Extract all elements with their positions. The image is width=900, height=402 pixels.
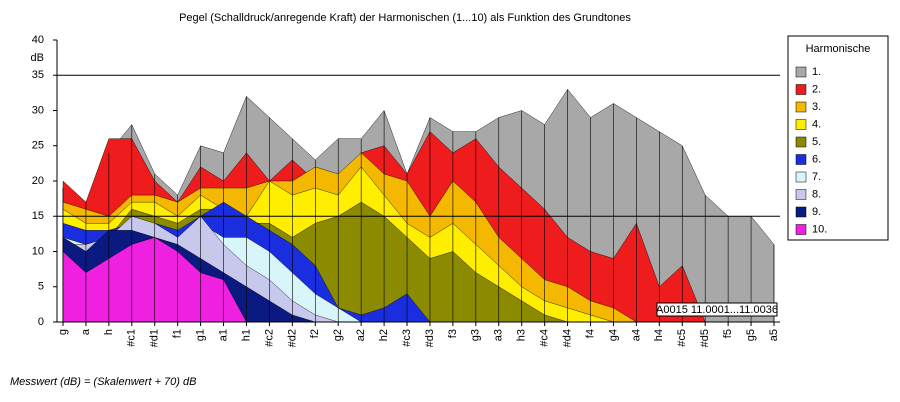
legend-label: 9.	[812, 206, 821, 218]
x-tick-label: #c3	[401, 329, 413, 347]
x-tick-label: #d4	[561, 329, 573, 347]
x-tick-label: h4	[653, 329, 665, 341]
legend-label: 10.	[812, 223, 827, 235]
x-tick-label: g1	[195, 329, 207, 341]
legend-label: 6.	[812, 153, 821, 165]
x-tick-label: a4	[630, 329, 642, 341]
y-tick-label: 25	[32, 140, 44, 152]
legend-title: Harmonische	[806, 43, 871, 55]
x-tick-label: #d5	[699, 329, 711, 347]
x-tick-label: g4	[607, 329, 619, 341]
y-tick-label: 0	[38, 316, 44, 328]
x-tick-label: #d1	[149, 329, 161, 347]
y-unit: dB	[31, 52, 44, 64]
legend-label: 5.	[812, 136, 821, 148]
x-tick-label: #d3	[424, 329, 436, 347]
legend-swatch	[795, 154, 807, 165]
x-tick-label: g2	[332, 329, 344, 341]
x-tick-label: g5	[745, 329, 757, 341]
x-tick-label: f5	[722, 329, 734, 338]
x-tick-label: f3	[447, 329, 459, 338]
x-tick-label: h	[103, 329, 115, 335]
x-tick-label: h1	[240, 329, 252, 341]
footnote: Messwert (dB) = (Skalenwert + 70) dB	[10, 376, 196, 388]
x-tick-label: g	[57, 329, 69, 335]
annotation-box	[656, 302, 778, 317]
y-tick-label: 40	[32, 34, 44, 46]
legend-swatch	[795, 224, 807, 235]
x-tick-label: h3	[516, 329, 528, 341]
legend-swatch	[795, 206, 807, 218]
x-tick-label: a3	[493, 329, 505, 341]
x-tick-label: #d2	[286, 329, 298, 347]
x-tick-label: a1	[217, 329, 229, 341]
x-tick-label: a2	[355, 329, 367, 341]
legend-label: 1.	[812, 66, 821, 78]
legend-label: 4.	[812, 118, 821, 130]
y-tick-label: 15	[32, 210, 44, 222]
x-tick-label: #c2	[263, 329, 275, 347]
legend-label: 3.	[812, 101, 821, 113]
x-tick-label: f1	[172, 329, 184, 338]
x-tick-label: #c4	[539, 329, 551, 347]
y-tick-label: 5	[38, 281, 44, 293]
x-tick-label: a	[80, 328, 92, 335]
legend-swatch	[795, 66, 807, 78]
legend-label: 7.	[812, 171, 821, 183]
y-tick-label: 35	[32, 69, 44, 81]
legend-swatch	[795, 101, 807, 113]
y-tick-label: 10	[32, 245, 44, 257]
y-tick-label: 30	[32, 104, 44, 116]
legend-label: 2.	[812, 83, 821, 95]
legend-swatch	[795, 189, 807, 200]
legend-label: 8.	[812, 188, 821, 200]
x-tick-label: #c5	[676, 329, 688, 347]
legend-swatch	[795, 119, 807, 130]
legend-swatch	[795, 136, 807, 148]
x-tick-label: h2	[378, 329, 390, 341]
x-tick-label: f2	[309, 329, 321, 338]
x-tick-label: a5	[768, 329, 780, 341]
x-tick-label: f4	[584, 329, 596, 338]
chart-title: Pegel (Schalldruck/anregende Kraft) der …	[179, 12, 631, 24]
x-tick-label: #c1	[126, 329, 138, 347]
legend-swatch	[795, 171, 807, 183]
legend-swatch	[795, 84, 807, 95]
x-tick-label: g3	[470, 329, 482, 341]
y-tick-label: 20	[32, 175, 44, 187]
annotation: A0015 11.0001...11.0036	[656, 304, 778, 316]
